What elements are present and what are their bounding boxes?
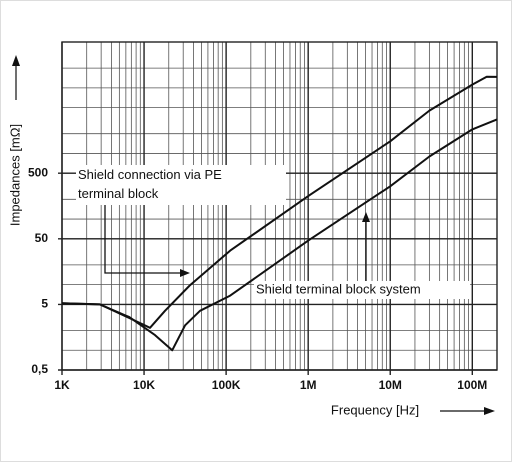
y-tick-label: 5	[41, 297, 48, 311]
y-tick-label: 50	[35, 231, 49, 245]
x-tick-label: 1M	[300, 378, 317, 392]
x-axis-label: Frequency [Hz]	[331, 402, 419, 417]
label-bg	[254, 281, 470, 299]
x-tick-label: 1K	[54, 378, 70, 392]
x-tick-label: 10K	[133, 378, 155, 392]
x-tick-label: 100K	[212, 378, 241, 392]
y-tick-label: 0,5	[31, 362, 48, 376]
series-annotation: Shield terminal block system	[256, 281, 421, 296]
plot-frame	[61, 41, 498, 371]
y-axis-label: Impedances [mΩ]	[7, 124, 22, 226]
arrow-head	[362, 212, 370, 222]
x-arrow-head	[484, 407, 495, 415]
line-series	[61, 118, 498, 352]
y-arrow-head	[12, 55, 20, 66]
x-tick-label: 100M	[457, 378, 487, 392]
y-tick-label: 500	[28, 165, 48, 179]
series-annotation: Shield connection via PE terminal block	[78, 167, 222, 201]
x-tick-label: 10M	[379, 378, 402, 392]
label-bg	[76, 165, 286, 205]
annotation-arrow	[104, 205, 182, 274]
arrow-head	[180, 269, 190, 277]
